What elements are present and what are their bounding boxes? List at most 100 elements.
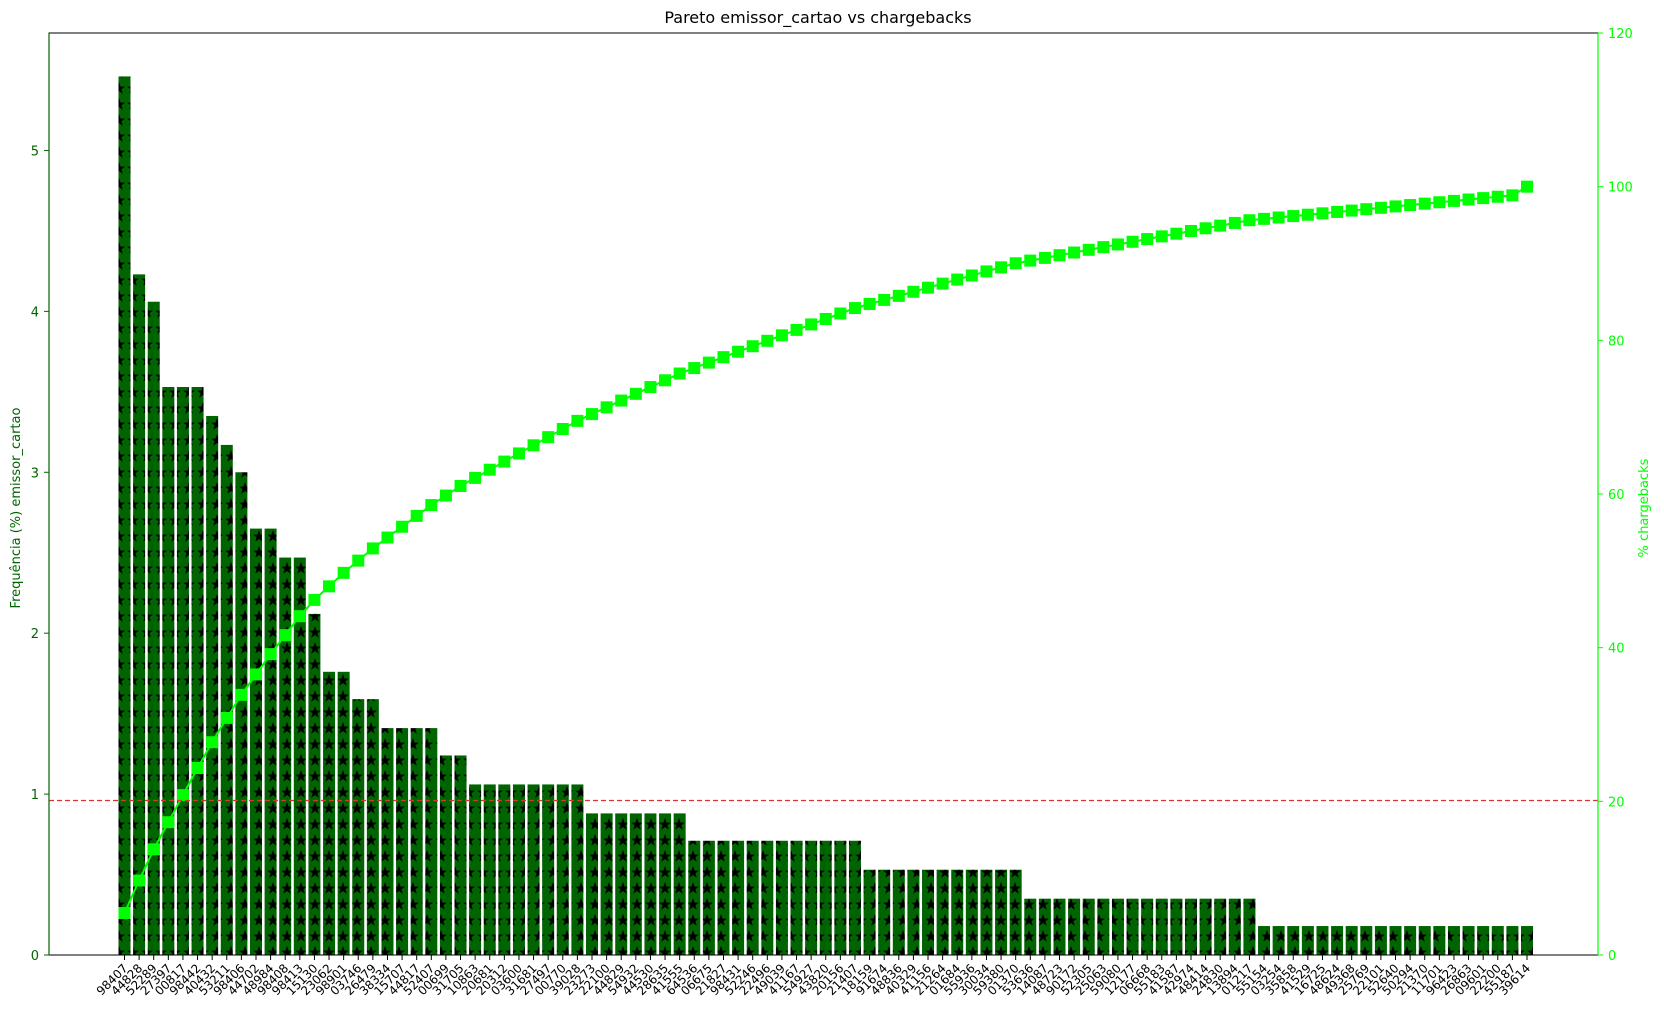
cumulative-marker — [527, 439, 540, 452]
cumulative-marker — [425, 499, 438, 512]
bar — [220, 444, 233, 955]
bar — [615, 813, 628, 955]
bar — [1126, 898, 1139, 955]
cumulative-marker — [249, 668, 262, 681]
cumulative-marker — [323, 580, 336, 593]
bar — [1418, 926, 1431, 955]
bar — [381, 728, 394, 955]
cumulative-marker — [1491, 190, 1504, 203]
bar — [249, 528, 262, 955]
cumulative-marker — [819, 312, 832, 325]
cumulative-marker — [542, 431, 555, 444]
cumulative-marker — [352, 554, 365, 567]
right-tick-label: 100 — [1608, 181, 1633, 196]
cumulative-marker — [1521, 180, 1533, 193]
cumulative-marker — [615, 394, 628, 407]
cumulative-marker — [469, 471, 482, 484]
cumulative-marker — [1199, 222, 1212, 235]
bar — [1447, 926, 1460, 955]
cumulative-marker — [1345, 204, 1358, 217]
bar — [659, 813, 672, 955]
bar — [542, 784, 555, 955]
bar — [396, 728, 409, 955]
bar — [922, 869, 935, 955]
right-tick-label: 60 — [1608, 488, 1625, 503]
bar — [556, 784, 569, 955]
cumulative-marker — [147, 843, 160, 856]
cumulative-marker — [498, 455, 511, 468]
bar — [1141, 898, 1154, 955]
cumulative-marker — [951, 273, 964, 286]
cumulative-marker — [1506, 189, 1519, 202]
right-y-axis-label: % chargebacks — [1637, 458, 1652, 557]
cumulative-marker — [644, 381, 657, 394]
cumulative-marker — [1141, 233, 1154, 246]
bar — [279, 557, 292, 955]
left-tick-label: 3 — [31, 466, 39, 481]
bar — [264, 528, 277, 955]
bar — [819, 840, 832, 955]
cumulative-marker — [1184, 225, 1197, 237]
cumulative-marker — [1389, 200, 1402, 213]
bar — [892, 869, 905, 955]
cumulative-marker — [761, 334, 774, 347]
cumulative-marker — [279, 629, 292, 642]
cumulative-marker — [1258, 212, 1271, 225]
bar — [1170, 898, 1183, 955]
bar — [512, 784, 525, 955]
left-y-axis-label: Frequência (%) emissor_cartao — [9, 408, 24, 609]
cumulative-marker — [600, 401, 613, 414]
cumulative-marker — [337, 566, 350, 579]
cumulative-marker — [1170, 227, 1183, 240]
cumulative-marker — [805, 318, 818, 331]
cumulative-marker — [439, 489, 452, 502]
cumulative-marker — [746, 340, 759, 353]
cumulative-marker — [1214, 219, 1227, 232]
cumulative-marker — [1082, 243, 1095, 256]
bar — [980, 869, 993, 955]
cumulative-marker — [1462, 193, 1475, 206]
cumulative-marker — [1155, 230, 1168, 243]
bar — [1082, 898, 1095, 955]
bar — [717, 840, 730, 955]
bar — [483, 784, 496, 955]
bar — [176, 387, 189, 955]
cumulative-marker — [410, 509, 423, 522]
bar — [1214, 898, 1227, 955]
cumulative-marker — [264, 648, 277, 661]
bar — [1009, 869, 1022, 955]
right-tick-label: 80 — [1608, 334, 1625, 349]
cumulative-marker — [366, 542, 379, 555]
bar — [1360, 926, 1373, 955]
cumulative-marker — [293, 610, 306, 623]
bar — [1155, 898, 1168, 955]
cumulative-marker — [133, 874, 146, 887]
bar — [1038, 898, 1051, 955]
cumulative-marker — [922, 281, 935, 294]
bar — [1024, 898, 1037, 955]
bar — [1184, 898, 1197, 955]
bar — [366, 699, 379, 955]
cumulative-marker — [1404, 199, 1417, 212]
cumulative-marker — [586, 408, 598, 421]
cumulative-marker — [1301, 208, 1314, 221]
right-tick-label: 0 — [1608, 949, 1616, 964]
bar — [1228, 898, 1241, 955]
bar — [133, 274, 146, 955]
bar — [527, 784, 540, 955]
cumulative-marker — [1360, 203, 1373, 216]
cumulative-marker — [1418, 197, 1431, 210]
bar — [1053, 898, 1066, 955]
cumulative-marker — [1053, 249, 1066, 262]
cumulative-marker — [936, 277, 949, 290]
cumulative-marker — [571, 414, 584, 427]
cumulative-marker — [1038, 251, 1051, 264]
bar — [206, 415, 219, 956]
bar — [1301, 926, 1314, 955]
cumulative-marker — [775, 329, 788, 342]
cumulative-marker — [1374, 201, 1387, 214]
cumulative-marker — [673, 367, 686, 380]
bar — [790, 840, 803, 955]
left-tick-label: 4 — [31, 305, 39, 320]
bar — [1111, 898, 1124, 955]
